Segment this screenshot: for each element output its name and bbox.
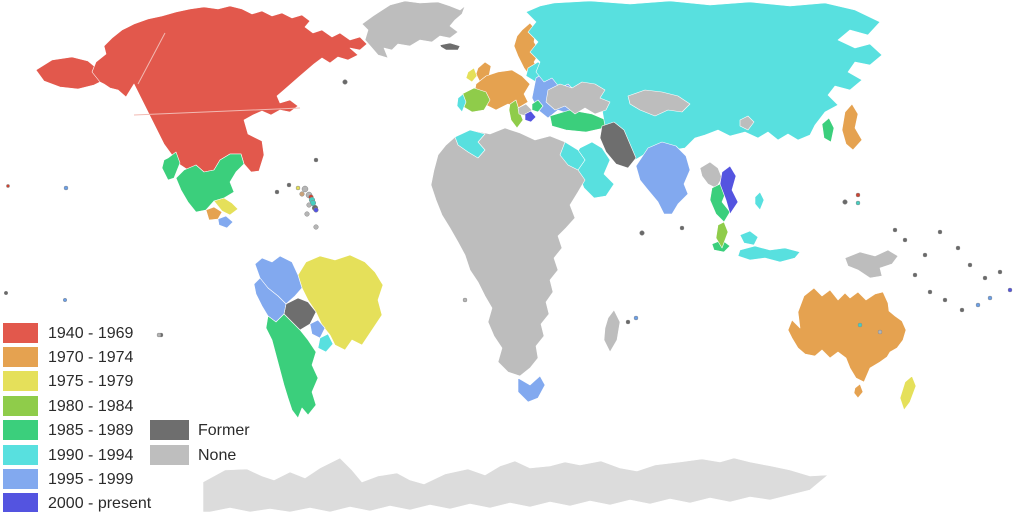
svg-text:1980 - 1984: 1980 - 1984 — [48, 398, 134, 415]
svg-text:None: None — [198, 447, 236, 464]
svg-text:1985 - 1989: 1985 - 1989 — [48, 422, 134, 439]
svg-text:1990 - 1994: 1990 - 1994 — [48, 447, 134, 464]
svg-text:2000 - present: 2000 - present — [48, 495, 152, 512]
svg-text:1970 - 1974: 1970 - 1974 — [48, 349, 134, 366]
svg-text:Former: Former — [198, 422, 250, 439]
svg-text:1940 - 1969: 1940 - 1969 — [48, 325, 134, 342]
svg-text:1995 - 1999: 1995 - 1999 — [48, 471, 134, 488]
svg-text:1975 - 1979: 1975 - 1979 — [48, 373, 134, 390]
